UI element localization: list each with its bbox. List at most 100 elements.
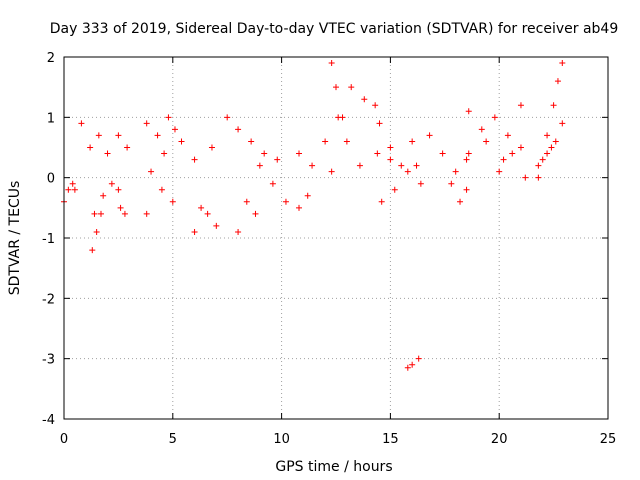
data-point [89,247,96,254]
y-tick-label: -1 [42,232,55,247]
data-point [124,144,131,151]
data-point [178,138,185,145]
data-point [491,114,498,121]
data-point [539,156,546,163]
data-point [404,364,411,371]
x-tick-label: 20 [491,432,508,447]
data-point [165,114,172,121]
axis-ticks: 0 5 10 15 20 25 -4 -3 -2 -1 0 1 2 [42,51,616,447]
data-point [500,156,507,163]
data-point [69,180,76,187]
data-point [426,132,433,139]
data-point [404,168,411,175]
data-point [548,144,555,151]
data-point [550,102,557,109]
data-point [71,186,78,193]
data-point [248,138,255,145]
plot-frame [63,56,609,420]
data-point [544,150,551,157]
data-point [282,198,289,205]
data-points [61,60,566,371]
y-tick-label: 1 [47,111,55,126]
data-point [121,210,128,217]
data-point [261,150,268,157]
data-point [439,150,446,157]
data-point [143,120,150,127]
data-point [343,138,350,145]
chart-title: Day 333 of 2019, Sidereal Day-to-day VTE… [50,21,619,37]
data-point [554,78,561,85]
data-point [361,96,368,103]
data-point [243,198,250,205]
data-point [504,132,511,139]
data-point [169,198,176,205]
data-point [252,210,259,217]
data-point [204,210,211,217]
data-point [274,156,281,163]
data-point [328,168,335,175]
data-point [465,150,472,157]
x-tick-label: 0 [60,432,68,447]
data-point [463,186,470,193]
x-tick-label: 5 [169,432,177,447]
data-point [65,186,72,193]
data-point [191,228,198,235]
data-point [115,186,122,193]
data-point [191,156,198,163]
data-point [535,162,542,169]
data-point [376,120,383,127]
x-axis-label: GPS time / hours [275,459,392,475]
x-tick-label: 25 [600,432,617,447]
data-point [158,186,165,193]
data-point [104,150,111,157]
data-point [322,138,329,145]
data-point [198,204,205,211]
data-point [552,138,559,145]
data-point [415,355,422,362]
data-point [378,198,385,205]
data-point [522,174,529,181]
data-point [387,156,394,163]
data-point [465,108,472,115]
data-point [517,102,524,109]
data-point [87,144,94,151]
data-point [463,156,470,163]
y-tick-label: -2 [42,292,55,307]
data-point [387,144,394,151]
data-point [115,132,122,139]
data-point [517,144,524,151]
data-point [224,114,231,121]
data-point [304,192,311,199]
data-point [91,210,98,217]
data-point [452,168,459,175]
data-point [559,60,566,67]
data-point [374,150,381,157]
grid-lines [64,57,608,419]
data-point [296,204,303,211]
data-point [171,126,178,133]
y-tick-label: 0 [47,172,55,187]
data-point [417,180,424,187]
data-point [235,126,242,133]
data-point [78,120,85,127]
data-point [269,180,276,187]
data-point [509,150,516,157]
data-point [535,174,542,181]
data-point [108,180,115,187]
data-point [478,126,485,133]
data-point [143,210,150,217]
data-point [97,210,104,217]
data-point [348,84,355,91]
data-point [213,222,220,229]
y-tick-label: -4 [42,413,55,428]
data-point [409,138,416,145]
x-tick-label: 10 [273,432,290,447]
y-tick-label: 2 [47,51,55,66]
data-point [544,132,551,139]
data-point [95,132,102,139]
data-point [335,114,342,121]
data-point [409,361,416,368]
data-point [208,144,215,151]
data-point [448,180,455,187]
